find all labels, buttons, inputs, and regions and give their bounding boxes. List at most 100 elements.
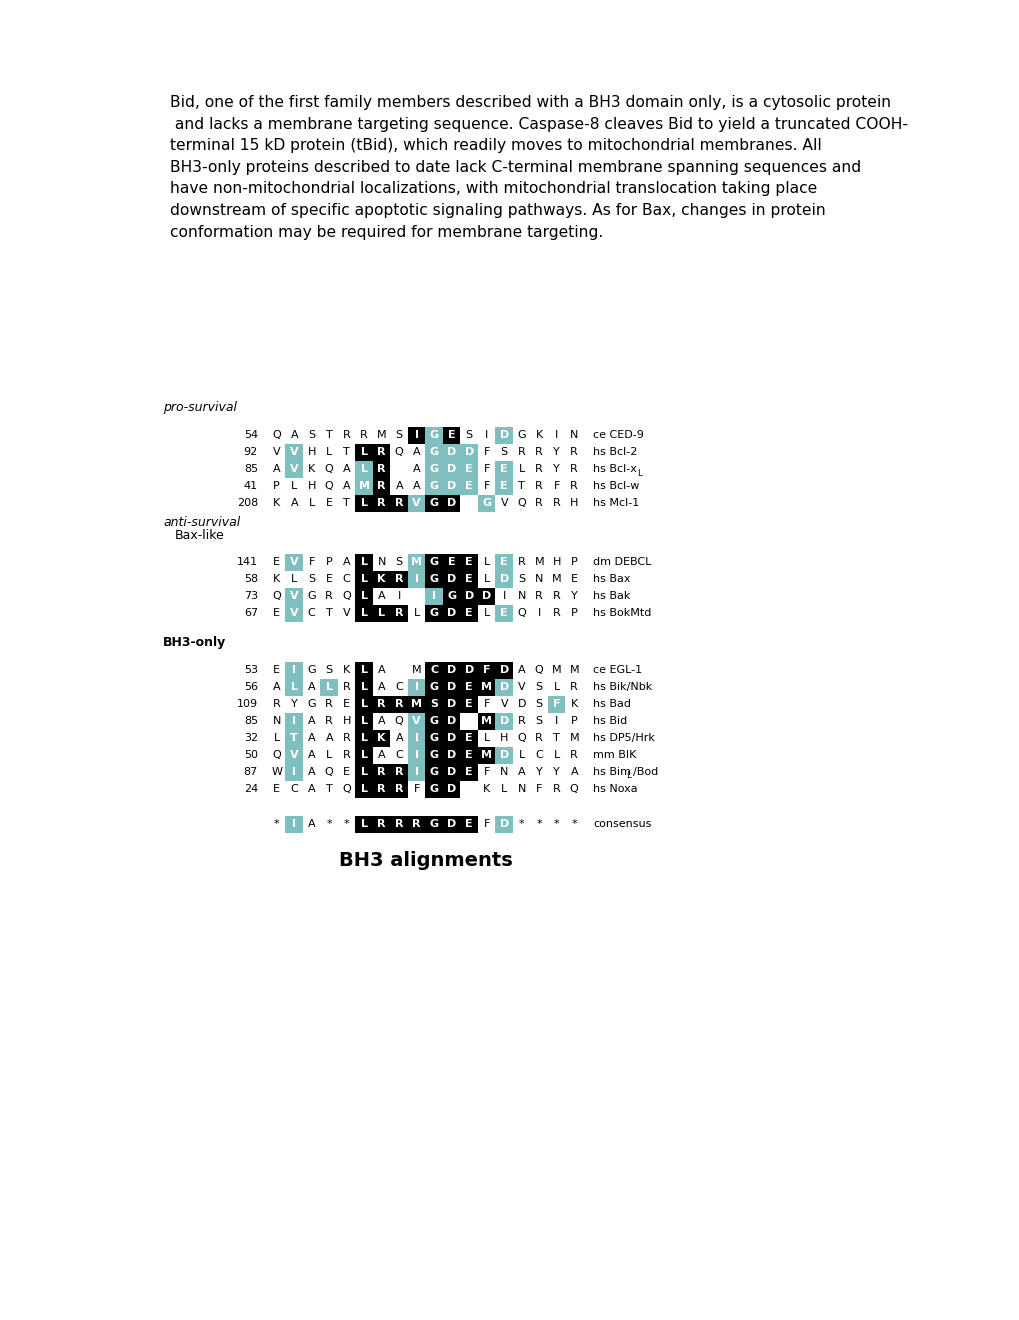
Bar (460, 570, 478, 587)
Text: 109: 109 (236, 700, 258, 709)
Text: E: E (325, 498, 332, 508)
Text: M: M (481, 715, 492, 726)
Bar (495, 605, 513, 622)
Text: E: E (273, 784, 280, 795)
Text: A: A (413, 447, 420, 457)
Text: R: R (535, 447, 542, 457)
Bar (460, 478, 478, 495)
Text: T: T (325, 430, 332, 440)
Text: D: D (465, 447, 474, 457)
Text: M: M (569, 665, 579, 675)
Text: L: L (273, 733, 279, 743)
Text: hs Mcl-1: hs Mcl-1 (592, 498, 639, 508)
Bar (285, 747, 303, 763)
Text: M: M (377, 430, 386, 440)
Bar (425, 780, 442, 797)
Text: V: V (342, 609, 351, 618)
Text: C: C (395, 750, 403, 760)
Text: hs Bak: hs Bak (592, 591, 630, 601)
Text: D: D (446, 733, 455, 743)
Text: R: R (325, 715, 333, 726)
Text: D: D (446, 682, 455, 692)
Bar (460, 678, 478, 696)
Text: R: R (535, 480, 542, 491)
Bar (478, 678, 495, 696)
Bar (390, 570, 408, 587)
Bar (442, 444, 460, 461)
Text: L: L (553, 682, 559, 692)
Text: G: G (429, 733, 438, 743)
Text: L: L (361, 733, 368, 743)
Text: Q: Q (325, 465, 333, 474)
Text: R: R (535, 733, 542, 743)
Text: K: K (308, 465, 315, 474)
Bar (425, 763, 442, 780)
Text: 58: 58 (244, 574, 258, 583)
Text: E: E (465, 750, 473, 760)
Text: M: M (481, 682, 492, 692)
Text: R: R (570, 682, 578, 692)
Text: R: R (325, 700, 333, 709)
Text: hs Bcl-x: hs Bcl-x (592, 465, 636, 474)
Text: A: A (290, 498, 298, 508)
Text: L: L (361, 767, 368, 777)
Text: N: N (517, 784, 526, 795)
Text: E: E (500, 557, 507, 568)
Bar (495, 478, 513, 495)
Text: E: E (465, 557, 473, 568)
Text: L: L (483, 574, 489, 583)
Text: mm BIK: mm BIK (592, 750, 636, 760)
Text: Y: Y (290, 700, 298, 709)
Bar (495, 461, 513, 478)
Text: C: C (535, 750, 542, 760)
Text: Bax-like: Bax-like (175, 529, 224, 543)
Bar (460, 553, 478, 570)
Text: M: M (551, 665, 561, 675)
Text: G: G (429, 498, 438, 508)
Text: P: P (571, 557, 577, 568)
Text: hs Bcl-w: hs Bcl-w (592, 480, 639, 491)
Text: G: G (429, 682, 438, 692)
Bar (373, 763, 390, 780)
Text: F: F (552, 700, 560, 709)
Text: D: D (482, 591, 491, 601)
Text: I: I (415, 767, 419, 777)
Text: M: M (411, 700, 422, 709)
Bar (478, 495, 495, 511)
Text: E: E (571, 574, 577, 583)
Text: A: A (413, 480, 420, 491)
Bar (285, 553, 303, 570)
Text: H: H (308, 480, 316, 491)
Text: L: L (518, 465, 525, 474)
Bar (442, 570, 460, 587)
Text: L: L (361, 447, 368, 457)
Text: L: L (500, 784, 506, 795)
Text: E: E (343, 767, 350, 777)
Text: Q: Q (342, 591, 351, 601)
Bar (442, 763, 460, 780)
Text: D: D (499, 682, 508, 692)
Text: G: G (307, 665, 316, 675)
Text: P: P (571, 715, 577, 726)
Text: F: F (309, 557, 315, 568)
Text: D: D (446, 767, 455, 777)
Bar (408, 747, 425, 763)
Text: L: L (637, 469, 641, 478)
Bar (285, 730, 303, 747)
Text: consensus: consensus (592, 818, 651, 829)
Text: I: I (554, 715, 557, 726)
Bar (408, 763, 425, 780)
Text: V: V (289, 591, 299, 601)
Bar (285, 461, 303, 478)
Text: *: * (536, 818, 541, 829)
Text: pro-survival: pro-survival (163, 401, 236, 414)
Text: D: D (446, 715, 455, 726)
Text: R: R (570, 750, 578, 760)
Text: A: A (308, 733, 315, 743)
Bar (390, 696, 408, 713)
Bar (373, 605, 390, 622)
Bar (442, 478, 460, 495)
Text: R: R (518, 715, 525, 726)
Text: E: E (465, 609, 473, 618)
Text: V: V (289, 557, 299, 568)
